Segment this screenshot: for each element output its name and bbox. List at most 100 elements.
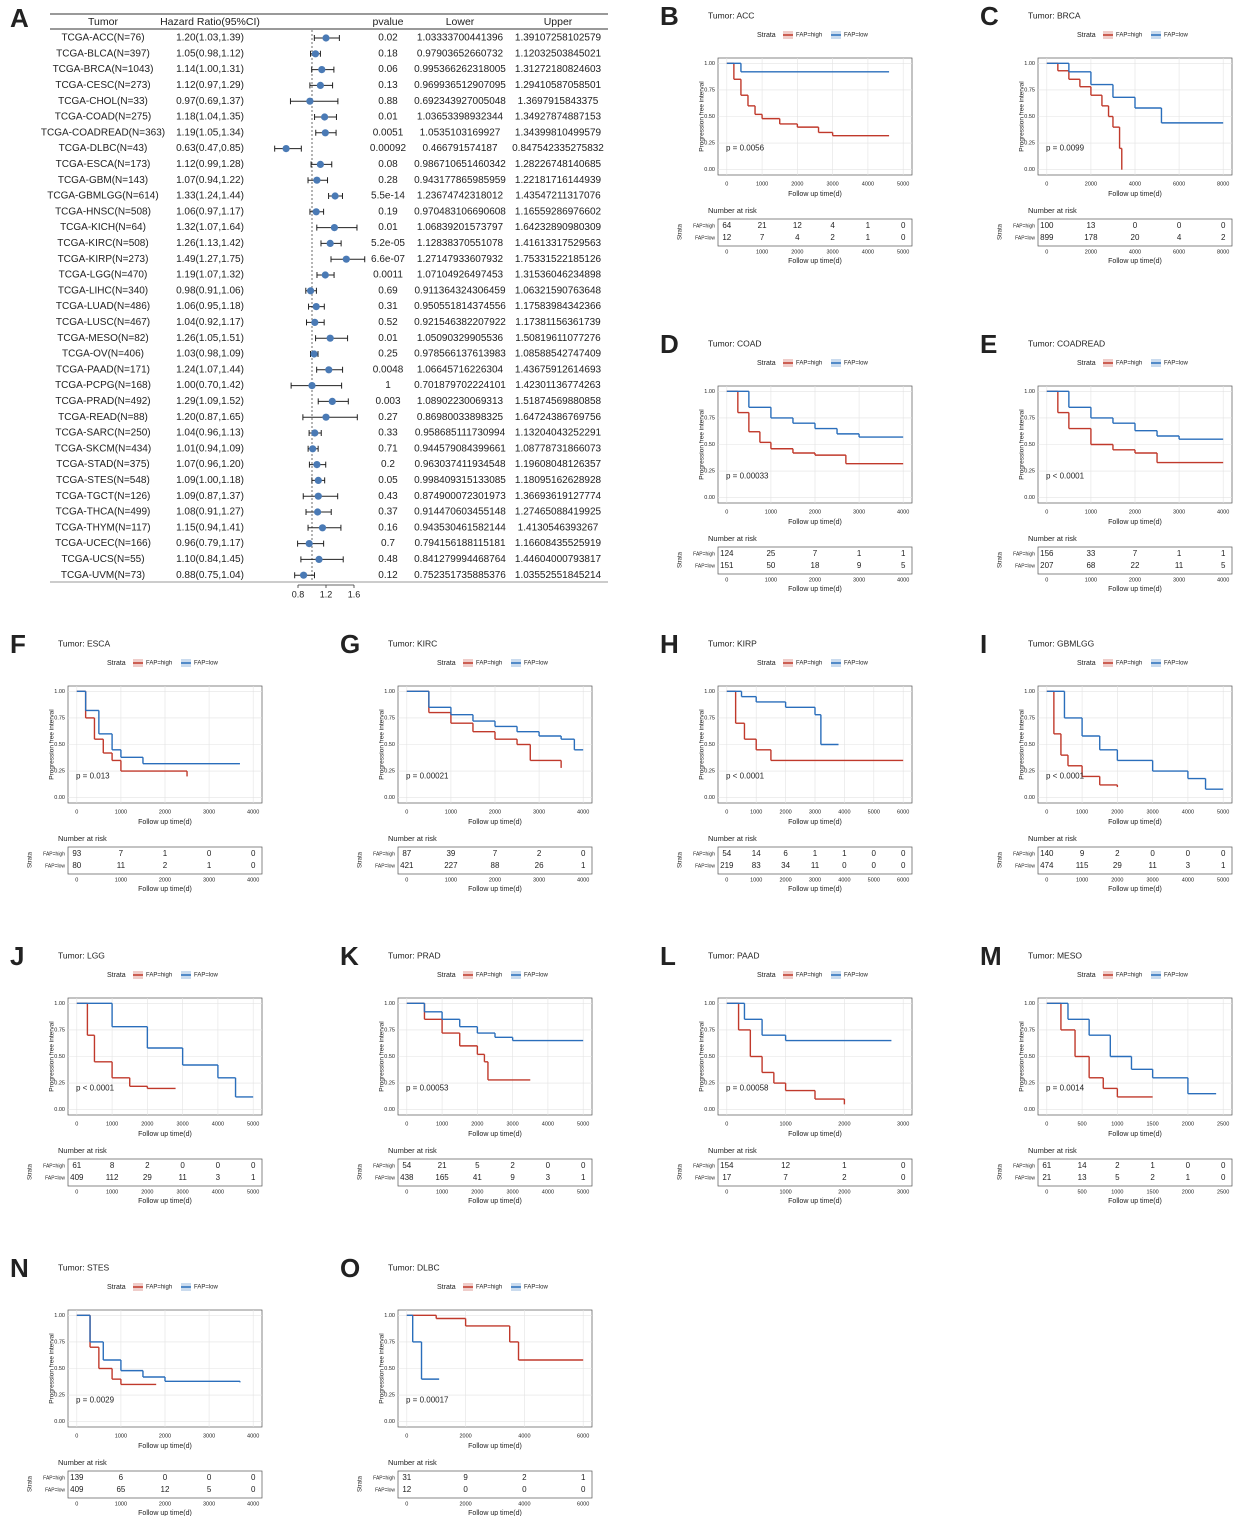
risk-count: 0 bbox=[901, 233, 906, 242]
y-tick-label: 0.25 bbox=[384, 1393, 395, 1399]
risk-count: 1 bbox=[163, 849, 168, 858]
pvalue: 0.06 bbox=[378, 64, 398, 75]
risk-row-label: FAP=high bbox=[693, 551, 715, 557]
legend-label: FAP=low bbox=[524, 661, 549, 667]
risk-count: 7 bbox=[119, 849, 124, 858]
risk-count: 20 bbox=[1131, 233, 1140, 242]
upper-value: 1.19608048126357 bbox=[515, 459, 602, 470]
risk-count: 54 bbox=[402, 1161, 411, 1170]
lower-value: 1.07104926497453 bbox=[417, 270, 504, 281]
panel-title: Tumor: STES bbox=[58, 1262, 109, 1272]
y-tick-label: 0.50 bbox=[1024, 442, 1035, 448]
lower-value: 0.794156188115181 bbox=[414, 538, 505, 549]
pvalue: 6.6e-07 bbox=[371, 254, 405, 265]
risk-x-tick-label: 4000 bbox=[1182, 877, 1194, 883]
y-tick-label: 0.25 bbox=[1024, 769, 1035, 775]
legend-label: FAP=low bbox=[524, 1285, 549, 1291]
pvalue: 0.28 bbox=[378, 175, 398, 186]
y-tick-label: 0.00 bbox=[1024, 167, 1035, 173]
y-tick-label: 0.25 bbox=[704, 1081, 715, 1087]
y-tick-label: 0.75 bbox=[704, 87, 715, 93]
legend-label: FAP=high bbox=[796, 361, 822, 367]
x-tick-label: 3000 bbox=[533, 809, 545, 815]
risk-count: 124 bbox=[720, 549, 734, 558]
x-tick-label: 4000 bbox=[518, 1433, 530, 1439]
p-value: p = 0.00033 bbox=[726, 472, 769, 481]
x-tick-label: 3000 bbox=[809, 809, 821, 815]
risk-count: 0 bbox=[522, 1485, 527, 1494]
hr-label: 1.19(1.05,1.34) bbox=[176, 127, 244, 138]
tumor-label: TCGA-LUAD(N=486) bbox=[56, 301, 150, 312]
risk-count: 0 bbox=[207, 1473, 212, 1482]
lower-value: 1.27147933607932 bbox=[417, 254, 504, 265]
legend-title: Strata bbox=[757, 360, 776, 367]
x-tick-label: 5000 bbox=[577, 1121, 589, 1127]
risk-x-tick-label: 4000 bbox=[247, 1501, 259, 1507]
upper-value: 1.31272180824603 bbox=[515, 64, 602, 75]
risk-x-tick-label: 2000 bbox=[159, 1501, 171, 1507]
risk-row-label: FAP=high bbox=[1013, 223, 1035, 229]
pvalue: 0.02 bbox=[378, 33, 398, 44]
risk-count: 0 bbox=[251, 849, 256, 858]
x-tick-label: 2000 bbox=[159, 1433, 171, 1439]
risk-x-tick-label: 1500 bbox=[1147, 1189, 1159, 1195]
risk-table bbox=[397, 1470, 593, 1499]
x-tick-label: 0 bbox=[725, 809, 728, 815]
hr-label: 1.05(0.98,1.12) bbox=[176, 48, 244, 59]
legend-title: Strata bbox=[437, 972, 456, 979]
risk-x-tick-label: 4000 bbox=[577, 877, 589, 883]
risk-row-label: FAP=high bbox=[1013, 551, 1035, 557]
hr-point bbox=[307, 287, 315, 295]
legend-title: Strata bbox=[1077, 32, 1096, 39]
risk-count: 14 bbox=[1078, 1161, 1087, 1170]
panel-letter: N bbox=[10, 1253, 29, 1283]
hr-label: 1.03(0.98,1.09) bbox=[176, 349, 244, 360]
risk-count: 2 bbox=[510, 1161, 515, 1170]
upper-value: 1.43675912614693 bbox=[515, 364, 602, 375]
y-tick-label: 0.50 bbox=[704, 742, 715, 748]
x-tick-label: 0 bbox=[75, 809, 78, 815]
hr-point bbox=[300, 571, 308, 579]
x-tick-label: 4000 bbox=[247, 1433, 259, 1439]
x-tick-label: 4000 bbox=[862, 181, 874, 187]
lower-value: 0.97903652660732 bbox=[417, 48, 504, 59]
hr-label: 1.49(1.27,1.75) bbox=[176, 254, 244, 265]
x-axis-label: Follow up time(d) bbox=[1108, 191, 1162, 198]
risk-x-tick-label: 0 bbox=[75, 1189, 78, 1195]
risk-count: 2 bbox=[522, 1473, 527, 1482]
risk-title: Number at risk bbox=[388, 1458, 437, 1467]
risk-title: Number at risk bbox=[388, 834, 437, 843]
y-tick-label: 0.25 bbox=[384, 1081, 395, 1087]
risk-row-label: FAP=high bbox=[373, 1163, 395, 1169]
x-tick-label: 2000 bbox=[779, 809, 791, 815]
pvalue: 0.12 bbox=[378, 570, 398, 581]
risk-strata-label: Strata bbox=[358, 1475, 364, 1492]
risk-x-axis-label: Follow up time(d) bbox=[138, 886, 192, 893]
risk-x-tick-label: 2000 bbox=[141, 1189, 153, 1195]
pvalue: 0.16 bbox=[378, 522, 398, 533]
lower-value: 0.943177865985959 bbox=[414, 175, 506, 186]
risk-table bbox=[397, 1158, 593, 1187]
risk-count: 0 bbox=[1133, 221, 1138, 230]
risk-count: 0 bbox=[1186, 1161, 1191, 1170]
hr-point bbox=[318, 66, 326, 74]
legend-label: FAP=high bbox=[476, 973, 502, 979]
upper-value: 1.17381156361739 bbox=[515, 317, 601, 328]
tumor-label: TCGA-KICH(N=64) bbox=[60, 222, 146, 233]
y-tick-label: 0.75 bbox=[1024, 715, 1035, 721]
hr-point bbox=[316, 81, 324, 89]
risk-title: Number at risk bbox=[708, 206, 757, 215]
risk-count: 3 bbox=[1186, 861, 1191, 870]
risk-count: 11 bbox=[178, 1173, 187, 1182]
x-tick-label: 3000 bbox=[1173, 509, 1185, 515]
y-tick-label: 0.25 bbox=[1024, 141, 1035, 147]
risk-x-axis-label: Follow up time(d) bbox=[468, 886, 522, 893]
tumor-label: TCGA-COAD(N=275) bbox=[55, 112, 151, 123]
y-tick-label: 0.25 bbox=[1024, 1081, 1035, 1087]
risk-count: 1 bbox=[581, 1473, 586, 1482]
risk-count: 0 bbox=[251, 1161, 256, 1170]
tumor-label: TCGA-LUSC(N=467) bbox=[56, 317, 150, 328]
lower-value: 1.08902230069313 bbox=[417, 396, 504, 407]
risk-count: 0 bbox=[581, 849, 586, 858]
lower-value: 0.752351735885376 bbox=[414, 570, 506, 581]
